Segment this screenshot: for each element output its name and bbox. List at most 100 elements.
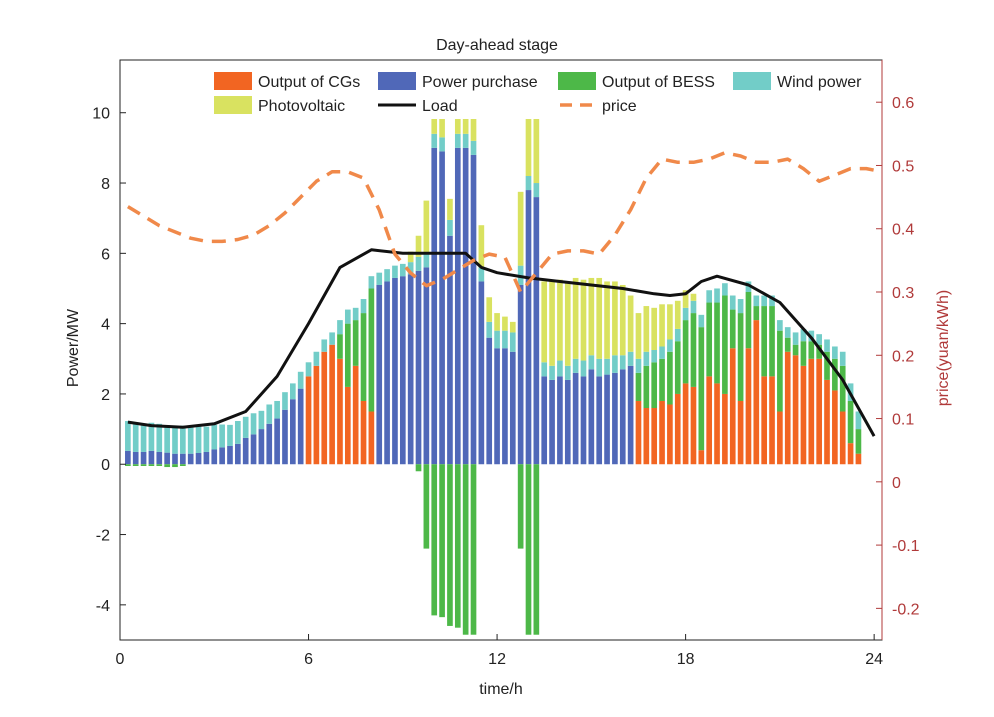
bar-purchase-37 <box>415 270 422 465</box>
bar-bess-82 <box>769 306 775 377</box>
bar-wind-77 <box>729 295 736 310</box>
bar-cgs-23 <box>305 376 312 465</box>
bar-cgs-91 <box>839 411 846 465</box>
bar-wind-28 <box>344 309 351 324</box>
bar-wind-67 <box>651 350 658 363</box>
bar-purchase-59 <box>588 369 595 465</box>
bar-pv-70 <box>674 300 681 329</box>
bar-cgs-73 <box>698 450 705 465</box>
bar-bess-38 <box>423 464 430 549</box>
bar-purchase-46 <box>486 337 493 465</box>
legend-label-bess: Output of BESS <box>602 74 715 91</box>
bar-wind-57 <box>572 358 579 373</box>
y-right-tick-label-2: 0 <box>892 475 901 492</box>
bar-bess-80 <box>753 306 760 321</box>
bar-purchase-33 <box>384 281 390 465</box>
bar-purchase-45 <box>478 281 485 465</box>
bar-wind-90 <box>832 346 838 359</box>
bar-wind-48 <box>502 330 508 349</box>
bar-purchase-8 <box>187 453 194 465</box>
bar-cgs-67 <box>651 408 658 465</box>
bar-bess-91 <box>839 365 846 412</box>
bar-purchase-62 <box>612 372 618 465</box>
bar-wind-66 <box>643 351 650 366</box>
bar-purchase-36 <box>407 274 414 465</box>
bar-wind-79 <box>745 281 752 292</box>
bar-wind-64 <box>627 351 634 366</box>
bar-pv-63 <box>619 284 626 356</box>
y-right-tick-label-3: 0.1 <box>892 412 914 429</box>
bar-bess-27 <box>337 334 343 359</box>
bar-pv-62 <box>612 281 618 356</box>
bar-wind-11 <box>211 424 218 450</box>
bar-wind-69 <box>667 339 673 352</box>
bar-bess-0 <box>125 464 131 466</box>
bar-wind-33 <box>384 269 390 282</box>
bar-wind-42 <box>454 133 461 148</box>
bar-bess-30 <box>360 313 367 401</box>
bar-bess-52 <box>533 464 540 635</box>
bar-bess-7 <box>180 464 186 466</box>
bar-wind-89 <box>824 339 830 352</box>
bar-pv-50 <box>517 191 524 266</box>
bar-wind-45 <box>478 267 485 282</box>
bar-purchase-63 <box>619 369 626 465</box>
bar-wind-46 <box>486 321 493 338</box>
bar-purchase-20 <box>282 409 288 465</box>
bar-bess-1 <box>132 464 139 466</box>
bar-cgs-31 <box>368 411 375 465</box>
bar-bess-40 <box>439 464 445 618</box>
bar-wind-49 <box>509 332 516 352</box>
bar-wind-8 <box>187 425 194 454</box>
bar-purchase-1 <box>132 451 139 465</box>
bar-wind-85 <box>792 332 799 345</box>
bar-pv-65 <box>635 313 642 359</box>
bar-purchase-41 <box>447 235 453 465</box>
bar-pv-37 <box>415 235 422 257</box>
price-line <box>126 151 883 294</box>
bar-bess-79 <box>745 292 752 349</box>
bar-purchase-56 <box>564 379 571 465</box>
bar-wind-14 <box>235 421 241 444</box>
bar-wind-84 <box>784 327 791 338</box>
bar-purchase-53 <box>541 376 548 465</box>
bar-purchase-48 <box>502 348 508 465</box>
bar-pv-51 <box>525 109 532 176</box>
x-tick-label-1: 6 <box>304 651 313 668</box>
bar-purchase-44 <box>470 154 477 465</box>
bar-wind-71 <box>682 307 689 321</box>
bar-pv-66 <box>643 306 650 352</box>
x-axis-label: time/h <box>479 681 523 698</box>
bar-wind-26 <box>329 332 335 345</box>
bar-wind-80 <box>753 295 760 307</box>
bar-cgs-30 <box>360 400 367 465</box>
bar-pv-38 <box>423 200 430 254</box>
bar-bess-70 <box>674 341 681 394</box>
y-right-tick-label-8: 0.6 <box>892 95 914 112</box>
bar-purchase-52 <box>533 197 540 465</box>
bar-purchase-12 <box>219 447 225 465</box>
bar-cgs-28 <box>344 386 351 465</box>
bar-wind-31 <box>368 276 375 289</box>
bar-cgs-87 <box>808 358 815 465</box>
legend-label-purchase: Power purchase <box>422 74 538 91</box>
bar-wind-6 <box>172 425 178 454</box>
y-right-tick-label-6: 0.4 <box>892 222 914 239</box>
bar-wind-72 <box>690 300 697 314</box>
bar-purchase-42 <box>454 147 461 465</box>
bar-purchase-16 <box>250 434 257 465</box>
bar-purchase-14 <box>235 443 241 465</box>
bar-bess-92 <box>847 400 854 444</box>
bar-wind-82 <box>769 295 775 307</box>
plot-frame <box>119 59 883 641</box>
bar-pv-36 <box>407 251 414 263</box>
bar-purchase-38 <box>423 267 430 465</box>
bar-purchase-3 <box>148 450 155 465</box>
bar-wind-16 <box>250 413 257 435</box>
bar-pv-72 <box>690 293 697 301</box>
bar-wind-58 <box>580 360 587 377</box>
bar-bess-90 <box>832 358 838 391</box>
bar-wind-19 <box>274 400 280 419</box>
bar-wind-27 <box>337 320 343 335</box>
bar-purchase-35 <box>399 276 406 465</box>
